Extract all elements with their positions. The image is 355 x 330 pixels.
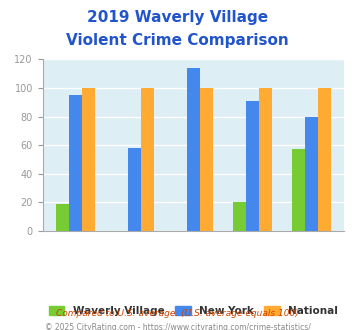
Bar: [318, 88, 331, 231]
Text: © 2025 CityRating.com - https://www.cityrating.com/crime-statistics/: © 2025 CityRating.com - https://www.city…: [45, 323, 310, 330]
Bar: [187, 68, 200, 231]
Bar: [259, 88, 272, 231]
Text: Compared to U.S. average. (U.S. average equals 100): Compared to U.S. average. (U.S. average …: [56, 309, 299, 317]
Bar: [56, 204, 69, 231]
Bar: [200, 88, 213, 231]
Legend: Waverly Village, New York, National: Waverly Village, New York, National: [45, 301, 342, 320]
Bar: [141, 88, 154, 231]
Bar: [128, 148, 141, 231]
Bar: [82, 88, 95, 231]
Text: 2019 Waverly Village: 2019 Waverly Village: [87, 10, 268, 25]
Bar: [292, 149, 305, 231]
Bar: [69, 95, 82, 231]
Bar: [246, 101, 259, 231]
Bar: [233, 202, 246, 231]
Text: Violent Crime Comparison: Violent Crime Comparison: [66, 33, 289, 48]
Bar: [305, 116, 318, 231]
